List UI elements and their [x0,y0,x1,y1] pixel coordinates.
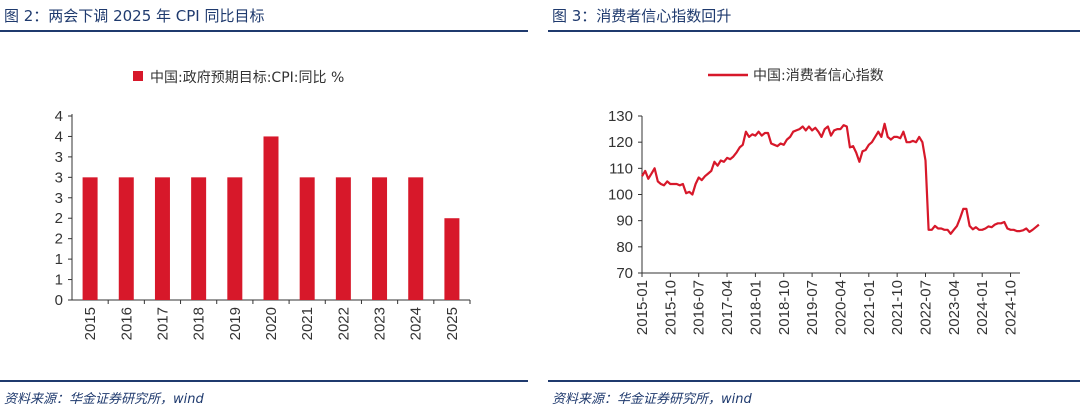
y-tick-label: 3 [55,190,63,207]
panel-consumer-confidence: 图 3：消费者信心指数回升 中国:消费者信心指数 70 80 90 100 110 120 1… [548,0,1080,412]
title-rule [0,30,528,32]
bar-2023 [372,177,388,300]
bar-2019 [227,177,243,300]
bar-2017 [154,177,170,300]
x-tick-label: 2018-10 [776,280,793,335]
source-rule [0,380,528,382]
y-tick-label: 3 [55,169,63,186]
bar-2016 [118,177,134,300]
y-tick-label: 120 [608,134,633,151]
x-tick-label: 2021-10 [889,280,906,335]
legend-swatch [133,71,143,81]
x-tick-label: 2021 [299,307,316,340]
source-note: 资料来源：华金证券研究所，wind [4,392,204,407]
x-tick-label: 2019 [227,307,244,340]
x-tick-label: 2020 [263,307,280,340]
legend-label: 中国:消费者信心指数 [753,68,884,84]
bar-2018 [191,177,207,300]
title-rule [548,30,1080,32]
x-tick-label: 2021-01 [861,280,878,335]
x-tick-label: 2020-04 [832,280,849,335]
y-tick-label: 4 [55,128,63,145]
x-tick-label: 2023-04 [946,280,963,335]
x-tick-label: 2022 [335,307,352,340]
consumer-confidence-line-chart: 中国:消费者信心指数 70 80 90 100 110 120 130 2015-01 2015-… [608,68,1040,335]
x-tick-label: 2025 [444,307,461,340]
y-tick-label: 1 [55,251,63,268]
x-tick-label: 2024-01 [974,280,991,335]
bar-2021 [299,177,315,300]
y-tick-label: 4 [55,108,63,125]
x-tick-label: 2015-01 [634,280,651,335]
source-rule [548,380,1080,382]
y-tick-label: 100 [608,187,633,204]
figure-title: 图 3：消费者信心指数回升 [552,7,732,25]
x-tick-label: 2015 [82,307,99,340]
bar-2022 [335,177,351,300]
series-consumer-confidence-line [641,122,1040,235]
x-tick-label: 2023 [372,307,389,340]
legend-label: 中国:政府预期目标:CPI:同比 % [150,70,344,86]
y-tick-label: 2 [55,210,63,227]
bar-2015 [82,177,98,300]
y-tick-label: 90 [616,213,633,230]
figure-title: 图 2：两会下调 2025 年 CPI 同比目标 [4,7,265,25]
x-tick-label: 2024-10 [1003,280,1020,335]
bar-2024 [408,177,424,300]
x-tick-label: 2022-07 [918,280,935,335]
y-tick-label: 2 [55,231,63,248]
panel-cpi-target: 图 2：两会下调 2025 年 CPI 同比目标 中国:政府预期目标:CPI:同… [0,0,528,412]
x-tick-label: 2018-01 [747,280,764,335]
y-tick-label: 1 [55,272,63,289]
bar-2025 [444,218,460,300]
y-tick-label: 70 [616,265,633,282]
x-tick-label: 2017 [154,307,171,340]
bar-2020 [263,136,279,300]
x-tick-label: 2016-07 [691,280,708,335]
cpi-target-bar-chart: 中国:政府预期目标:CPI:同比 % 0 1 1 2 2 3 3 3 4 4 2015 2016 2017… [55,70,471,340]
source-note: 资料来源：华金证券研究所，wind [552,392,752,407]
y-tick-label: 0 [55,292,63,309]
y-tick-label: 80 [616,239,633,256]
x-tick-label: 2018 [191,307,208,340]
x-tick-label: 2015-10 [662,280,679,335]
y-tick-label: 130 [608,108,633,125]
y-tick-label: 3 [55,149,63,166]
x-tick-label: 2016 [118,307,135,340]
x-tick-label: 2024 [408,307,425,340]
x-tick-label: 2019-07 [804,280,821,335]
x-tick-label: 2017-04 [719,280,736,335]
y-tick-label: 110 [609,160,633,177]
